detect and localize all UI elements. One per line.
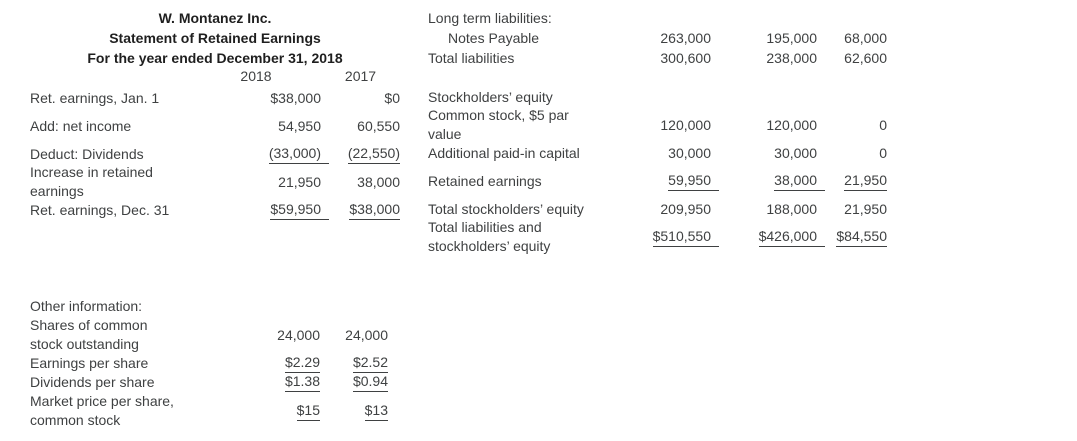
table-row: Total liabilities 300,600 238,000 62,600: [428, 48, 887, 68]
table-row: Earnings per share $2.29 $2.52: [30, 354, 388, 373]
table-row: Ret. earnings, Jan. 1 $38,000 $0: [30, 84, 400, 112]
row-label: Retained earnings: [428, 172, 542, 189]
value-2018: $2.29: [220, 354, 320, 373]
value-col2: 38,000: [711, 172, 825, 191]
value-2018: $38,000: [270, 90, 321, 106]
row-label: Earnings per share: [30, 355, 149, 371]
value-col3: 0: [879, 145, 887, 161]
value-2017: (22,550): [321, 145, 400, 164]
value-col2: 195,000: [766, 30, 817, 46]
value-2017: $2.52: [320, 354, 388, 373]
value-2018: $59,950: [200, 201, 329, 220]
row-label: Increase in retained earnings: [30, 164, 153, 199]
liabilities-equity-section: Long term liabilities: Notes Payable 263…: [428, 8, 887, 254]
table-row: Retained earnings 59,950 38,000 21,950: [428, 167, 887, 195]
table-row: Deduct: Dividends (33,000) (22,550): [30, 140, 400, 168]
table-row: Total liabilities and stockholders’ equi…: [428, 219, 887, 254]
other-information-section: Other information: Shares of common stoc…: [30, 297, 388, 430]
row-label: Common stock, $5 par value: [428, 107, 569, 142]
table-row: Increase in retained earnings 21,950 38,…: [30, 164, 400, 199]
value-2018: 54,950: [278, 118, 321, 134]
value-2017: 38,000: [357, 174, 400, 190]
company-name: W. Montanez Inc.: [158, 10, 272, 26]
value-2018: (33,000): [200, 145, 329, 164]
row-label: Ret. earnings, Dec. 31: [30, 201, 170, 218]
statement-title: Statement of Retained Earnings: [109, 30, 321, 46]
column-header-2017: 2017: [344, 68, 377, 84]
value-2017: $38,000: [321, 201, 400, 220]
column-header-2018: 2018: [240, 68, 272, 84]
table-row: Add: net income 54,950 60,550: [30, 112, 400, 140]
value-col2: 120,000: [766, 117, 817, 133]
row-label: Total liabilities and stockholders’ equi…: [428, 219, 551, 254]
value-col2: $426,000: [711, 228, 825, 247]
table-row: Ret. earnings, Dec. 31 $59,950 $38,000: [30, 196, 400, 224]
value-col1: 209,950: [660, 201, 711, 217]
value-2017: $0: [384, 90, 400, 106]
value-2017: 60,550: [357, 118, 400, 134]
value-col1: $510,550: [623, 228, 719, 247]
value-col1: 59,950: [623, 172, 719, 191]
value-col1: 263,000: [660, 30, 711, 46]
table-row: Market price per share, common stock $15…: [30, 392, 388, 430]
table-row: Shares of common stock outstanding 24,00…: [30, 316, 388, 354]
value-col2: 30,000: [774, 145, 817, 161]
value-col3: 21,950: [844, 201, 887, 217]
row-label: Market price per share, common stock: [30, 393, 174, 428]
value-col1: 120,000: [660, 117, 711, 133]
table-row: Dividends per share $1.38 $0.94: [30, 373, 388, 392]
value-col3: 68,000: [844, 30, 887, 46]
row-label: Long term liabilities:: [428, 9, 552, 26]
table-row: Long term liabilities:: [428, 8, 887, 28]
row-label: Additional paid-in capital: [428, 144, 580, 161]
row-label: Stockholders’ equity: [428, 88, 553, 105]
value-2018: $15: [220, 402, 320, 421]
value-col3: $84,550: [817, 228, 887, 247]
value-col1: 300,600: [660, 50, 711, 66]
section-heading-row: Other information:: [30, 297, 388, 316]
row-label: Notes Payable: [448, 29, 540, 46]
value-2017: $13: [320, 402, 388, 421]
value-2017: 24,000: [345, 327, 388, 343]
value-2017: $0.94: [320, 373, 388, 392]
table-row: Common stock, $5 par value 120,000 120,0…: [428, 107, 887, 142]
value-2018: $1.38: [220, 373, 320, 392]
row-label: Total liabilities: [428, 49, 515, 66]
row-label: Dividends per share: [30, 374, 155, 390]
row-label: Ret. earnings, Jan. 1: [30, 89, 160, 106]
table-row: Stockholders’ equity: [428, 83, 887, 111]
table-row: Total stockholders’ equity 209,950 188,0…: [428, 195, 887, 223]
value-col1: 30,000: [668, 145, 711, 161]
value-col2: 188,000: [766, 201, 817, 217]
section-heading: Other information:: [30, 298, 143, 314]
year-column-headers: 2018 2017: [200, 68, 400, 84]
row-label: Shares of common stock outstanding: [30, 317, 148, 352]
value-col2: 238,000: [766, 50, 817, 66]
value-col3: 62,600: [844, 50, 887, 66]
row-label: Deduct: Dividends: [30, 145, 144, 162]
value-col3: 21,950: [817, 172, 887, 191]
statement-period: For the year ended December 31, 2018: [87, 50, 343, 66]
value-col3: 0: [879, 117, 887, 133]
section-gap: [428, 68, 887, 83]
table-row: Notes Payable 263,000 195,000 68,000: [428, 28, 887, 48]
table-row: Additional paid-in capital 30,000 30,000…: [428, 139, 887, 167]
value-2018: 21,950: [278, 174, 321, 190]
retained-earnings-statement: W. Montanez Inc. Statement of Retained E…: [30, 8, 400, 224]
value-2018: 24,000: [277, 327, 320, 343]
row-label: Total stockholders’ equity: [428, 200, 584, 217]
row-label: Add: net income: [30, 117, 132, 134]
